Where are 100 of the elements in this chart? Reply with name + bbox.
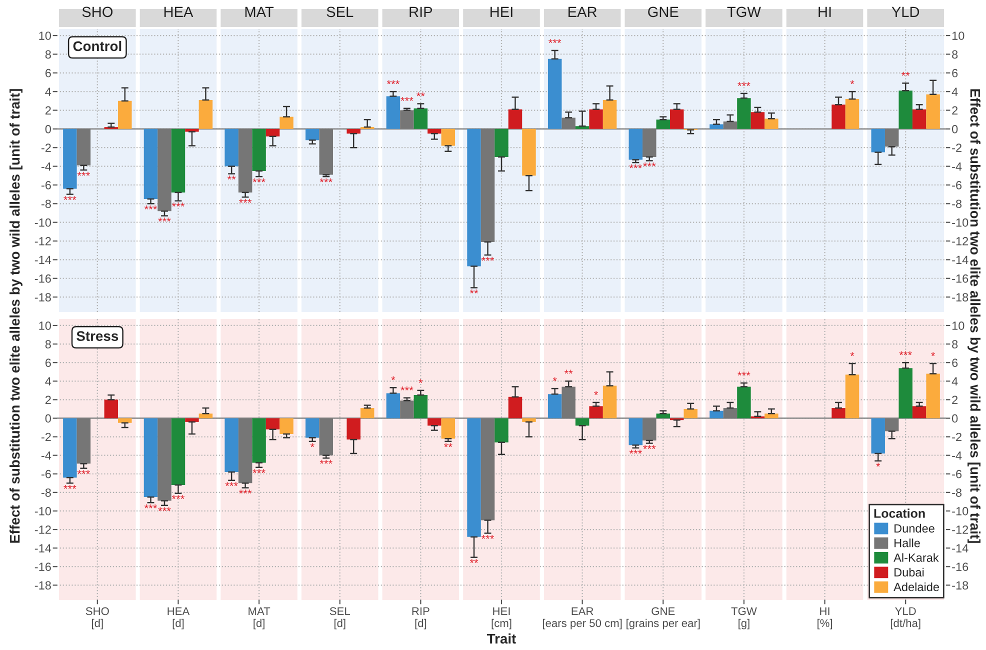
bar (508, 109, 522, 129)
y-tick-label: -6 (41, 470, 51, 478)
x-tick-label: SHO [d] (86, 607, 109, 630)
data-label: *** (144, 205, 158, 210)
bar (386, 96, 400, 129)
bar (428, 128, 442, 134)
bar (912, 406, 926, 418)
data-label: *** (225, 482, 238, 486)
data-label: * (876, 462, 880, 467)
y2-tick-label: -2 (952, 432, 962, 442)
y-tick-label: -10 (34, 507, 51, 516)
x-tick-label: TGW (727, 6, 761, 18)
data-label: *** (481, 256, 494, 261)
data-label: *** (643, 162, 656, 166)
bar (494, 128, 508, 157)
bar (628, 418, 643, 446)
y2-tick-label: -16 (952, 562, 968, 572)
bar (198, 414, 213, 418)
bar (171, 418, 186, 486)
data-label: * (418, 379, 423, 383)
y2-tick-label: 4 (952, 377, 958, 386)
bar (104, 400, 118, 418)
data-label: *** (77, 172, 90, 176)
y-tick-label: 4 (45, 88, 52, 96)
x-tick-label: RIP (410, 6, 432, 17)
data-label: *** (172, 202, 185, 207)
bar (845, 374, 860, 418)
y-tick-label: 10 (39, 32, 51, 40)
bar (884, 128, 899, 147)
bar (280, 418, 294, 434)
bar (346, 128, 360, 134)
x-tick-label: HEI [cm] (492, 607, 512, 630)
bar (224, 418, 238, 472)
legend-label: Dundee (894, 524, 934, 533)
x-tick-label: SEL [d] (330, 607, 350, 630)
bar (589, 406, 603, 418)
bar (480, 418, 495, 520)
bar (266, 128, 280, 136)
bar (480, 128, 495, 242)
bar (266, 418, 280, 430)
y2-tick-label: -14 (952, 544, 968, 552)
y2-tick-label: -18 (952, 293, 968, 302)
data-label: *** (77, 470, 90, 474)
y-tick-label: 10 (39, 322, 51, 330)
bar (670, 109, 684, 129)
x-tick-label: GNE (648, 6, 678, 18)
x-tick-label: RIP [d] (412, 607, 430, 630)
legend-label: Dubai (894, 568, 924, 577)
y-tick-label: -18 (34, 581, 51, 590)
x-tick-label: HI [%] (818, 607, 832, 630)
bar (575, 418, 590, 426)
bar (737, 386, 751, 418)
data-label: ** (227, 176, 236, 180)
bar (723, 121, 738, 129)
y2-tick-label: 10 (952, 322, 964, 330)
bar (723, 408, 738, 418)
bar (602, 100, 617, 129)
data-label: ** (416, 92, 425, 96)
data-label: *** (320, 178, 332, 182)
data-label: *** (252, 178, 266, 182)
x-tick-label: HI (818, 6, 831, 17)
data-label: *** (64, 196, 76, 200)
y2-tick-label: 8 (952, 340, 958, 348)
x-tick-label: YLD (892, 6, 920, 17)
bar (764, 118, 778, 129)
data-label: *** (144, 504, 158, 508)
y2-tick-label: -4 (952, 162, 962, 171)
bar (494, 418, 508, 442)
data-label: *** (172, 495, 185, 500)
bar (884, 418, 899, 432)
bar (118, 100, 132, 129)
data-label: ** (901, 72, 910, 76)
data-label: * (552, 377, 557, 382)
bar (346, 418, 360, 440)
bar (628, 128, 643, 160)
x-tick-label: HEI (490, 6, 512, 17)
y2-tick-label: -12 (952, 526, 968, 534)
data-label: *** (629, 450, 642, 454)
y-tick-label: 2 (45, 396, 51, 404)
y-tick-label: 2 (45, 106, 51, 115)
y2-tick-label: -8 (952, 200, 962, 208)
y2-tick-label: -12 (952, 237, 968, 246)
x-tick-label: MAT (245, 6, 274, 17)
y2-tick-label: 8 (952, 50, 958, 59)
data-label: *** (64, 484, 76, 489)
bar (508, 396, 522, 418)
bar (319, 128, 333, 175)
bar (76, 128, 91, 166)
legend-label: Halle (894, 538, 920, 548)
bar (306, 128, 320, 140)
bar (871, 128, 885, 152)
y-tick-label: 6 (45, 358, 51, 367)
x-tick-label: SEL (326, 6, 354, 18)
y-tick-label: 0 (45, 414, 51, 423)
data-label: * (391, 376, 396, 380)
y2-tick-label: 6 (952, 68, 958, 78)
y-tick-label: -12 (34, 526, 51, 534)
y2-tick-label: -18 (952, 581, 968, 590)
bar (926, 374, 940, 418)
y-tick-label: 0 (45, 124, 51, 134)
